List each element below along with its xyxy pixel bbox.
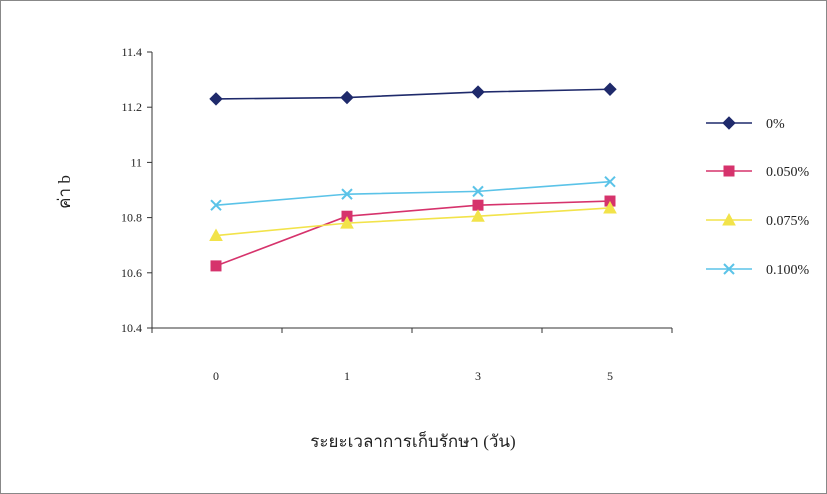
- x-tick-label: 1: [344, 369, 350, 383]
- legend-label: 0.100%: [766, 263, 810, 278]
- legend-item: 0.075%: [706, 212, 810, 229]
- data-point: [209, 92, 223, 106]
- y-tick-label: 11.4: [121, 45, 142, 59]
- x-ticks: 0 1 3 5: [151, 328, 673, 383]
- series-3: [209, 200, 617, 242]
- y-tick-label: 11: [130, 155, 142, 169]
- x-tick-label: 3: [475, 369, 481, 383]
- y-tick-label: 10.4: [121, 321, 142, 335]
- data-point: [340, 90, 354, 105]
- series-1: [209, 82, 617, 106]
- legend-item: 0.050%: [706, 165, 810, 180]
- legend-item: 0.100%: [706, 263, 810, 278]
- data-point: [603, 200, 617, 214]
- data-point: [341, 188, 353, 200]
- x-tick-label: 5: [607, 369, 613, 383]
- data-point: [603, 82, 617, 96]
- y-axis-title: ค่า b: [55, 175, 74, 209]
- x-axis-title: ระยะเวลาการเก็บรักษา (วัน): [310, 430, 515, 451]
- data-point: [210, 199, 222, 211]
- series-4: [210, 176, 616, 211]
- legend-marker: [722, 212, 736, 226]
- series-line: [215, 200, 611, 267]
- y-tick-label: 10.8: [121, 211, 142, 225]
- series-group: [209, 82, 617, 272]
- data-point: [340, 216, 354, 229]
- legend-marker: [722, 116, 736, 130]
- data-point: [471, 209, 485, 222]
- x-tick-label: 0: [213, 369, 219, 383]
- data-point: [472, 199, 484, 211]
- legend-label: 0.075%: [766, 214, 810, 229]
- series-line: [215, 180, 611, 206]
- legend-marker: [723, 165, 735, 177]
- y-tick-label: 10.6: [121, 266, 142, 280]
- y-tick-label: 11.2: [121, 100, 142, 114]
- data-point: [210, 260, 222, 272]
- legend-item: 0%: [706, 116, 785, 132]
- data-point: [209, 228, 223, 242]
- y-ticks: 10.4 10.6 10.8 11 11.2 11.4: [121, 45, 152, 335]
- data-point: [604, 176, 616, 188]
- legend-label: 0.050%: [766, 165, 810, 180]
- series-line: [215, 207, 611, 237]
- data-point: [471, 85, 485, 99]
- legend-label: 0%: [766, 117, 785, 132]
- legend: 0% 0.050% 0.075% 0.100%: [706, 116, 810, 278]
- data-point: [472, 185, 484, 198]
- legend-marker: [723, 263, 735, 275]
- series-line: [215, 88, 611, 100]
